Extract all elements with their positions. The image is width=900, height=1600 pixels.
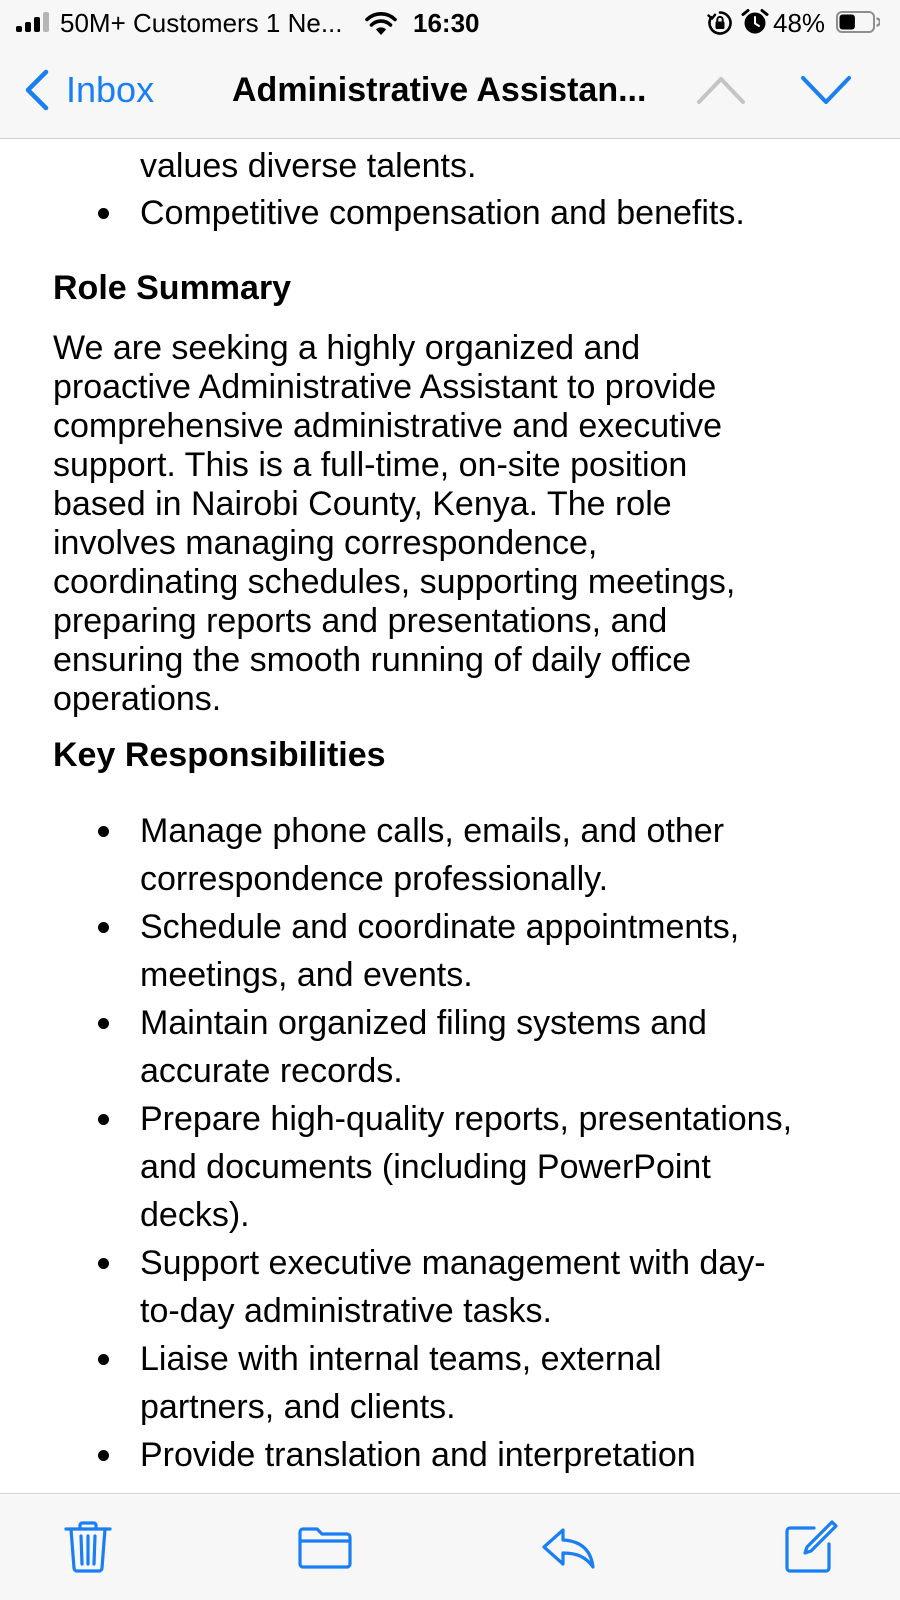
wifi-icon xyxy=(365,12,397,35)
responsibility-item-line: and documents (including PowerPoint xyxy=(140,1148,711,1186)
responsibility-item-line: Provide translation and interpretation xyxy=(140,1436,696,1474)
role-summary-line: support. This is a full-time, on-site po… xyxy=(53,446,688,484)
battery-percentage: 48% xyxy=(773,8,826,38)
responsibility-item-line: to-day administrative tasks. xyxy=(140,1292,552,1330)
email-body[interactable]: values diverse talents. Competitive comp… xyxy=(0,139,900,1493)
responsibility-item-line: decks). xyxy=(140,1196,250,1234)
orientation-lock-icon xyxy=(707,11,732,35)
bullet-dot xyxy=(98,826,109,837)
responsibility-item-line: partners, and clients. xyxy=(140,1388,456,1426)
chevron-left-icon xyxy=(25,69,49,111)
reply-button[interactable] xyxy=(541,1520,595,1574)
key-responsibilities-heading: Key Responsibilities xyxy=(53,736,386,774)
back-to-inbox-button[interactable]: Inbox xyxy=(22,66,154,114)
move-to-folder-button[interactable] xyxy=(298,1520,352,1574)
folder-icon xyxy=(298,1527,352,1569)
role-summary-line: operations. xyxy=(53,680,222,718)
responsibility-item-line: Manage phone calls, emails, and other xyxy=(140,812,725,850)
cellular-signal-icon xyxy=(16,12,50,32)
bullet-dot xyxy=(98,1450,109,1461)
responsibility-item-line: accurate records. xyxy=(140,1052,403,1090)
role-summary-line: ensuring the smooth running of daily off… xyxy=(53,641,692,679)
trash-icon xyxy=(64,1521,112,1573)
responsibility-item-line: Maintain organized filing systems and xyxy=(140,1004,707,1042)
battery-icon xyxy=(836,11,880,33)
bottom-toolbar xyxy=(0,1493,900,1600)
reply-icon xyxy=(542,1528,595,1569)
status-bar: 50M+ Customers 1 Ne... 16:30 48% xyxy=(0,0,900,44)
message-nav-bar: Inbox Administrative Assistan... xyxy=(0,44,900,139)
role-summary-line: involves managing correspondence, xyxy=(53,524,598,562)
bullet-dot xyxy=(98,1258,109,1269)
role-summary-line: We are seeking a highly organized and xyxy=(53,329,641,367)
role-summary-line: proactive Administrative Assistant to pr… xyxy=(53,368,717,406)
role-summary-line: coordinating schedules, supporting meeti… xyxy=(53,563,736,601)
bullet-dot xyxy=(98,922,109,933)
responsibility-item-line: meetings, and events. xyxy=(140,956,473,994)
bullet-dot xyxy=(98,1018,109,1029)
carrier-name: 50M+ Customers 1 Ne... xyxy=(60,8,343,38)
bullet-dot xyxy=(98,1114,109,1125)
responsibility-item-line: Schedule and coordinate appointments, xyxy=(140,908,740,946)
trash-button[interactable] xyxy=(61,1520,115,1574)
responsibility-item-line: Support executive management with day- xyxy=(140,1244,766,1282)
chevron-down-icon xyxy=(801,76,851,104)
bullet-dot xyxy=(98,1354,109,1365)
role-summary-heading: Role Summary xyxy=(53,269,292,307)
compose-icon xyxy=(785,1520,838,1573)
next-message-button[interactable] xyxy=(800,72,852,108)
chevron-up-icon xyxy=(697,77,745,104)
responsibility-item-line: correspondence professionally. xyxy=(140,860,609,898)
list-item: Competitive compensation and benefits. xyxy=(140,194,745,232)
back-button-label: Inbox xyxy=(66,69,155,110)
role-summary-line: comprehensive administrative and executi… xyxy=(53,407,723,445)
list-item-continuation: values diverse talents. xyxy=(140,147,477,185)
responsibility-item-line: Prepare high-quality reports, presentati… xyxy=(140,1100,793,1138)
alarm-icon xyxy=(741,9,769,34)
role-summary-line: preparing reports and presentations, and xyxy=(53,602,668,640)
status-time: 16:30 xyxy=(413,8,480,38)
responsibility-item-line: Liaise with internal teams, external xyxy=(140,1340,662,1378)
bullet-dot xyxy=(98,208,109,219)
compose-button[interactable] xyxy=(784,1520,838,1574)
role-summary-line: based in Nairobi County, Kenya. The role xyxy=(53,485,672,523)
previous-message-button[interactable] xyxy=(696,72,746,108)
message-subject-title: Administrative Assistan... xyxy=(232,71,647,109)
